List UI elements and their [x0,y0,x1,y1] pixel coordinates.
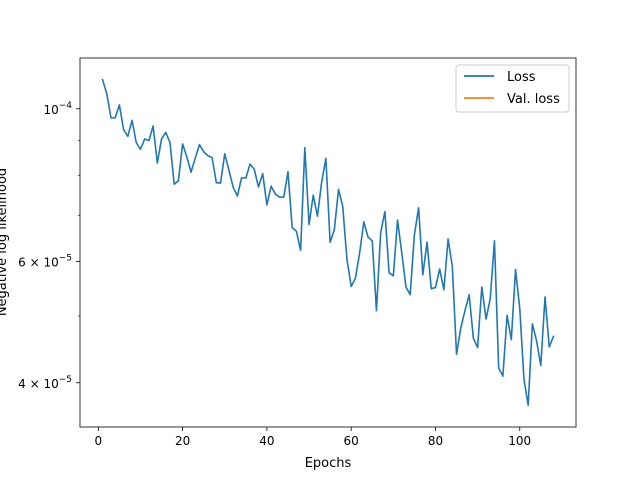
x-tick-label: 60 [344,434,359,448]
plot-area [80,58,576,427]
legend: Loss Val. loss [455,64,570,113]
y-tick-label: 4 × 10−5 [18,375,72,391]
y-tick-label: 6 × 10−5 [18,254,72,270]
x-axis-ticks: 0 20 40 60 80 100 [95,427,531,448]
x-tick-label: 80 [428,434,443,448]
y-axis-label: Negative log likelihood [0,168,10,316]
y-tick-label: 10−4 [43,101,72,117]
x-tick-label: 40 [259,434,274,448]
legend-label-val-loss: Val. loss [507,92,560,107]
x-tick-label: 20 [175,434,190,448]
legend-label-loss: Loss [507,70,536,85]
series-line-loss [101,78,555,407]
x-tick-label: 0 [95,434,103,448]
series-layer [101,78,555,407]
x-tick-label: 100 [508,434,531,448]
plot-frame [79,57,577,428]
x-axis-label: Epochs [305,456,352,471]
y-axis-ticks: 4 × 10−5 6 × 10−5 10−4 [18,101,80,391]
